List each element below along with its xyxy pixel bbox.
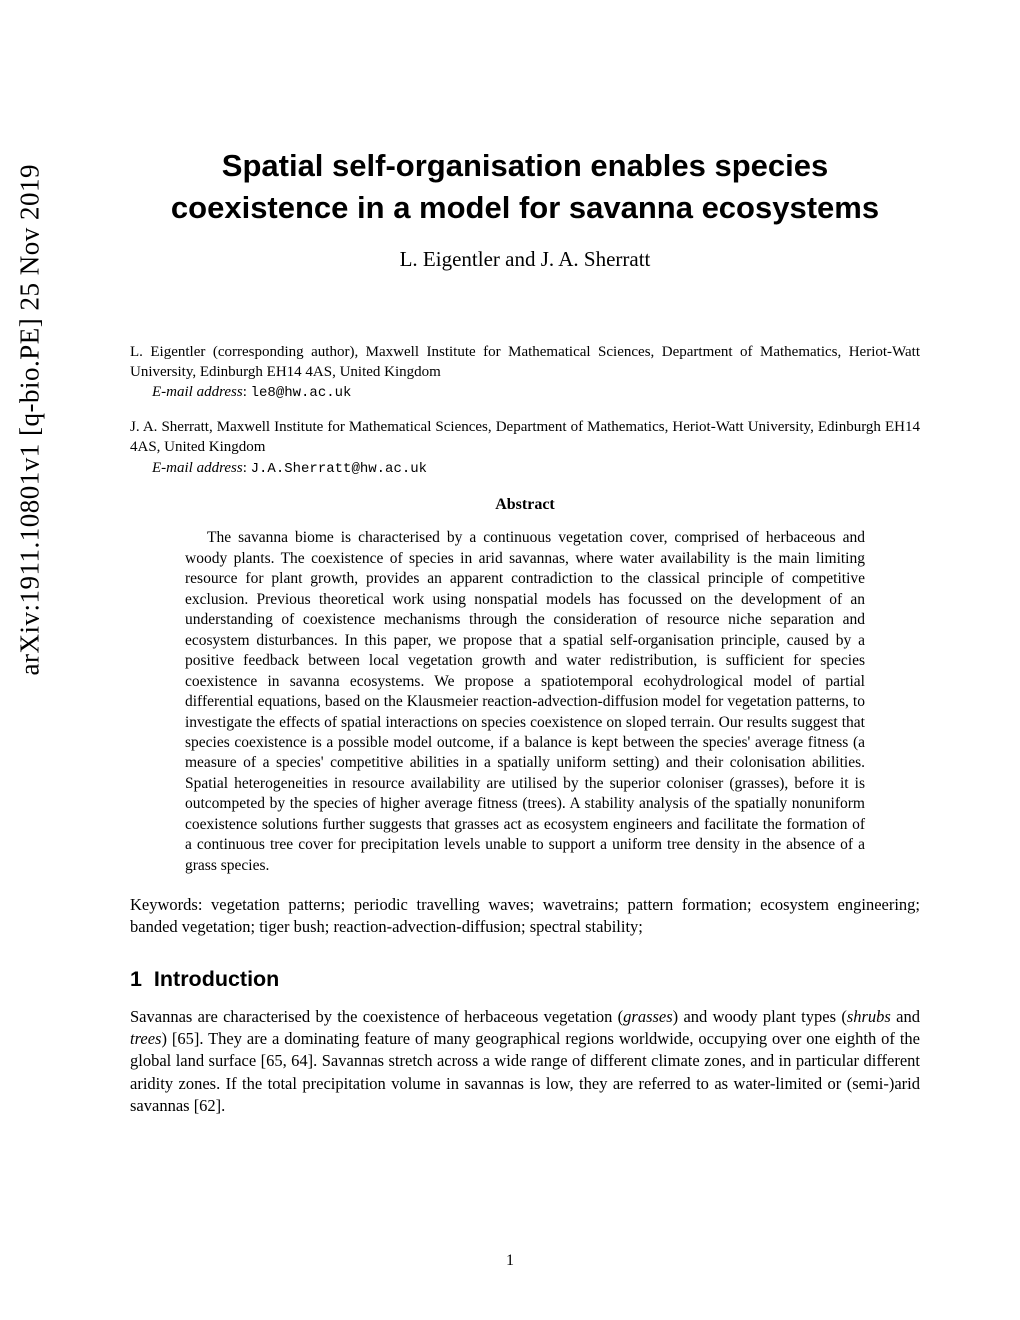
intro-italic: grasses: [623, 1007, 673, 1026]
intro-text: and: [891, 1007, 920, 1026]
email-line: E-mail address: le8@hw.ac.uk: [130, 382, 920, 403]
section-title: Introduction: [154, 967, 279, 991]
intro-text: ) and woody plant types (: [673, 1007, 847, 1026]
email-line: E-mail address: J.A.Sherratt@hw.ac.uk: [130, 458, 920, 479]
abstract-heading: Abstract: [130, 496, 920, 514]
intro-italic: shrubs: [847, 1007, 891, 1026]
email-label: E-mail address: [152, 384, 243, 400]
email-address: le8@hw.ac.uk: [251, 385, 352, 401]
affiliation-1: L. Eigentler (corresponding author), Max…: [130, 342, 920, 403]
intro-text: ) [65]. They are a dominating feature of…: [130, 1029, 920, 1115]
paper-title: Spatial self-organisation enables specie…: [130, 145, 920, 229]
intro-italic: trees: [130, 1029, 161, 1048]
page-number: 1: [0, 1252, 1020, 1270]
section-heading: 1 Introduction: [130, 967, 920, 992]
introduction-paragraph: Savannas are characterised by the coexis…: [130, 1006, 920, 1117]
abstract-body: The savanna biome is characterised by a …: [185, 528, 865, 876]
authors-line: L. Eigentler and J. A. Sherratt: [130, 247, 920, 272]
keywords-line: Keywords: vegetation patterns; periodic …: [130, 894, 920, 939]
affiliation-text: L. Eigentler (corresponding author), Max…: [130, 342, 920, 383]
email-address: J.A.Sherratt@hw.ac.uk: [251, 461, 427, 477]
colon: :: [243, 384, 251, 400]
arxiv-identifier: arXiv:1911.10801v1 [q-bio.PE] 25 Nov 201…: [15, 164, 46, 675]
colon: :: [243, 460, 251, 476]
section-number: 1: [130, 967, 142, 991]
paper-content: Spatial self-organisation enables specie…: [130, 145, 920, 1117]
affiliation-2: J. A. Sherratt, Maxwell Institute for Ma…: [130, 417, 920, 478]
email-label: E-mail address: [152, 460, 243, 476]
intro-text: Savannas are characterised by the coexis…: [130, 1007, 623, 1026]
affiliation-text: J. A. Sherratt, Maxwell Institute for Ma…: [130, 417, 920, 458]
